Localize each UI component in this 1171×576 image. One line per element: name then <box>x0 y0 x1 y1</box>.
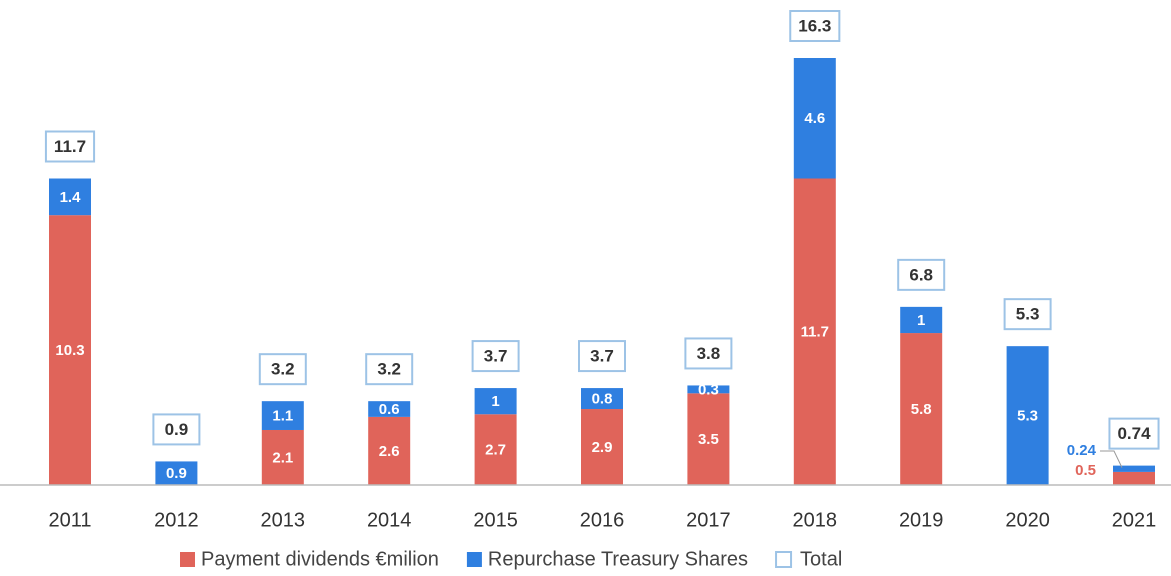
total-box <box>44 130 96 163</box>
bar-segment <box>49 178 91 216</box>
data-label: 1.4 <box>60 189 82 206</box>
total-box <box>258 353 307 386</box>
total-label: 3.7 <box>590 347 614 366</box>
total-label: 6.8 <box>909 265 933 284</box>
bar-segment <box>261 401 304 430</box>
x-tick-label: 2013 <box>261 509 306 531</box>
x-tick-label: 2019 <box>899 509 944 531</box>
bar-segment <box>793 58 836 179</box>
total-box <box>684 337 733 370</box>
bar-segment <box>900 306 943 334</box>
x-tick-label: 2011 <box>48 509 91 531</box>
bar-segment <box>1113 465 1155 472</box>
data-label: 0.3 <box>698 381 719 398</box>
x-tick-label: 2017 <box>686 509 731 531</box>
bar-segment <box>49 215 91 485</box>
data-label: 2.6 <box>379 443 400 460</box>
total-box <box>471 340 520 373</box>
bar-segment <box>581 388 623 410</box>
data-label: 0.24 <box>1067 442 1097 459</box>
data-label: 11.7 <box>801 324 829 341</box>
bar-segment <box>261 429 304 485</box>
total-box <box>789 10 841 42</box>
legend-swatch <box>180 552 195 567</box>
total-box <box>152 413 201 446</box>
bar-segment <box>687 385 730 394</box>
data-label: 0.5 <box>1075 462 1096 479</box>
total-label: 3.7 <box>484 347 508 366</box>
data-label: 5.3 <box>1017 408 1038 425</box>
total-label: 16.3 <box>798 16 831 35</box>
total-label: 3.2 <box>377 360 401 379</box>
data-label: 0.8 <box>592 391 613 408</box>
bar-segment <box>155 461 198 485</box>
bar-segment <box>474 388 517 415</box>
total-label: 0.9 <box>165 420 189 439</box>
data-label: 3.5 <box>698 431 719 448</box>
bar-segment <box>1113 471 1155 485</box>
x-tick-label: 2012 <box>154 509 199 531</box>
data-label: 1 <box>491 393 499 410</box>
bar-segment <box>581 409 623 485</box>
total-label: 3.8 <box>697 344 721 363</box>
legend-label: Repurchase Treasury Shares <box>488 548 748 570</box>
x-tick-label: 2018 <box>793 509 838 531</box>
x-tick-label: 2015 <box>473 509 518 531</box>
data-label: 10.3 <box>55 342 84 359</box>
bar-segment <box>687 393 730 485</box>
bar-segment <box>900 333 943 485</box>
total-label: 11.7 <box>54 137 86 156</box>
data-label: 0.9 <box>166 465 187 482</box>
bar-segment <box>368 401 411 417</box>
total-label: 0.74 <box>1117 424 1151 443</box>
legend-swatch <box>775 551 793 568</box>
total-box <box>1003 298 1052 331</box>
bar-segment <box>368 416 411 485</box>
total-box <box>1108 417 1160 450</box>
data-label: 2.7 <box>485 442 506 459</box>
x-tick-label: 2021 <box>1112 509 1157 531</box>
data-label: 5.8 <box>911 401 932 418</box>
total-box <box>365 353 414 386</box>
legend-swatch <box>466 552 482 567</box>
data-label: 0.6 <box>379 401 400 418</box>
total-label: 5.3 <box>1016 305 1040 324</box>
x-tick-label: 2016 <box>580 509 625 531</box>
bar-segment <box>1006 346 1049 485</box>
leader-line <box>1100 450 1123 468</box>
total-label: 3.2 <box>271 360 295 379</box>
bar-segment <box>474 414 517 485</box>
data-label: 2.9 <box>592 439 613 456</box>
bar-segment <box>793 178 836 486</box>
legend-label: Payment dividends €milion <box>201 548 439 570</box>
data-label: 1 <box>917 312 925 329</box>
data-label: 2.1 <box>272 449 293 466</box>
total-box <box>897 258 946 291</box>
x-tick-label: 2020 <box>1005 509 1050 531</box>
data-label: 4.6 <box>804 110 825 127</box>
total-box <box>578 340 626 373</box>
data-label: 1.1 <box>272 408 293 425</box>
legend-label: Total <box>800 548 842 570</box>
x-tick-label: 2014 <box>367 509 412 531</box>
